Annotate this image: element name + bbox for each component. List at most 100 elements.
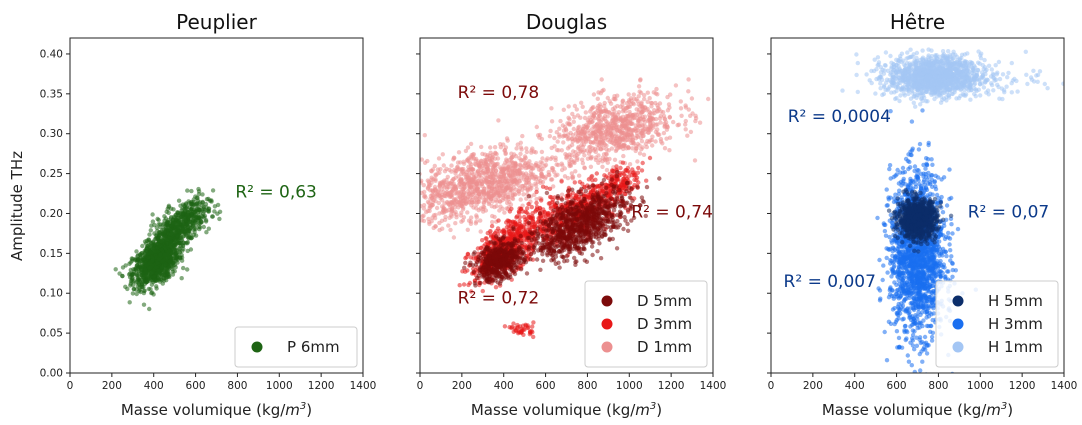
data-point xyxy=(620,105,626,111)
data-point xyxy=(489,223,495,229)
data-point xyxy=(626,114,632,119)
data-point xyxy=(524,149,530,155)
data-point xyxy=(638,103,643,109)
data-point xyxy=(572,154,578,159)
data-point xyxy=(450,181,455,187)
data-point xyxy=(464,255,469,260)
data-point xyxy=(185,228,190,234)
data-point xyxy=(631,92,636,97)
data-point xyxy=(142,288,147,293)
data-point xyxy=(175,233,180,238)
data-point xyxy=(518,197,523,202)
data-point xyxy=(588,156,594,161)
data-point xyxy=(154,225,160,230)
data-point xyxy=(570,133,575,138)
data-point xyxy=(514,179,519,185)
data-point xyxy=(412,187,416,191)
data-point xyxy=(587,145,592,150)
data-point xyxy=(154,286,159,291)
legend-box xyxy=(234,326,358,368)
data-point xyxy=(591,111,597,116)
data-point xyxy=(159,265,164,270)
data-point xyxy=(410,178,414,182)
data-point xyxy=(488,229,493,234)
y-tick-label: 0.20 xyxy=(40,208,63,220)
data-point xyxy=(379,166,383,170)
data-point xyxy=(531,219,536,225)
data-point xyxy=(473,176,478,181)
data-point xyxy=(463,260,468,266)
data-point xyxy=(476,174,482,179)
data-point xyxy=(546,169,551,175)
data-point xyxy=(559,192,565,197)
data-point xyxy=(527,225,532,230)
data-point xyxy=(436,156,442,161)
data-point xyxy=(457,283,462,288)
data-point xyxy=(596,160,601,165)
data-point xyxy=(534,200,539,206)
data-point xyxy=(147,306,152,312)
data-point xyxy=(508,272,513,277)
data-point xyxy=(421,206,427,211)
data-point xyxy=(179,258,185,263)
data-point xyxy=(493,285,499,290)
data-point xyxy=(517,167,522,173)
data-point xyxy=(530,324,535,329)
data-point xyxy=(523,219,528,225)
data-point xyxy=(474,199,479,205)
data-point xyxy=(540,184,546,189)
data-point xyxy=(590,146,595,151)
data-point xyxy=(173,217,178,222)
data-point xyxy=(196,204,202,210)
data-point xyxy=(141,302,147,307)
data-point xyxy=(123,263,128,268)
data-point xyxy=(602,157,607,162)
data-point xyxy=(510,180,515,185)
data-point xyxy=(600,164,605,169)
data-point xyxy=(190,214,195,219)
data-point xyxy=(520,209,525,214)
data-point xyxy=(453,221,458,226)
data-point xyxy=(637,119,642,124)
chart-title: Douglas xyxy=(526,10,607,34)
data-point xyxy=(565,146,571,151)
data-point xyxy=(193,233,199,238)
data-point xyxy=(640,134,645,139)
data-point xyxy=(474,215,479,220)
data-point xyxy=(518,151,523,157)
data-point xyxy=(156,268,161,273)
data-point xyxy=(549,165,555,171)
data-point xyxy=(571,126,576,132)
data-point xyxy=(159,236,164,241)
data-point xyxy=(679,113,684,119)
data-point xyxy=(522,230,527,236)
data-point xyxy=(453,187,458,192)
data-point xyxy=(480,151,485,157)
data-point xyxy=(586,195,592,201)
data-point xyxy=(522,161,528,167)
data-point xyxy=(432,216,438,221)
data-point xyxy=(595,183,600,189)
data-point xyxy=(466,158,471,164)
data-point xyxy=(466,282,471,288)
data-point xyxy=(667,115,672,120)
x-tick-label: 400 xyxy=(144,380,164,392)
data-point xyxy=(678,99,683,104)
data-point xyxy=(667,135,673,140)
data-point xyxy=(610,118,615,124)
data-point xyxy=(604,124,610,130)
data-point xyxy=(403,218,407,222)
data-point xyxy=(181,265,186,271)
data-point xyxy=(189,207,194,212)
data-point xyxy=(183,202,189,207)
data-point xyxy=(480,238,485,243)
data-point xyxy=(536,176,542,181)
data-point xyxy=(200,203,205,208)
data-point xyxy=(602,103,607,109)
data-point xyxy=(155,216,160,222)
data-point xyxy=(472,281,478,286)
data-point xyxy=(697,120,703,125)
data-point xyxy=(566,104,571,109)
